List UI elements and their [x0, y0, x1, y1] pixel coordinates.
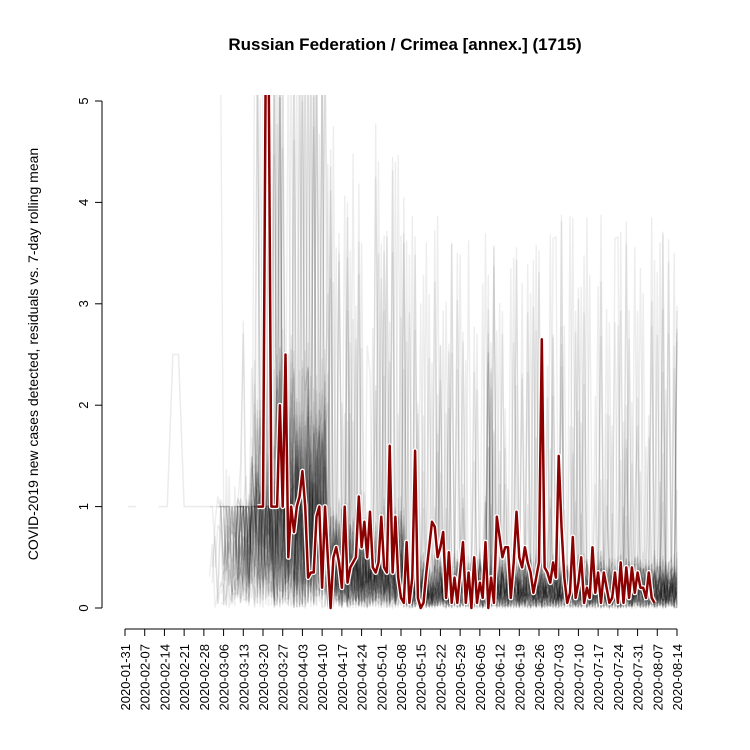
x-tick-label: 2020-05-22	[433, 644, 448, 711]
y-tick-label: 4	[76, 199, 91, 206]
y-tick-label: 1	[76, 503, 91, 510]
x-tick-label: 2020-03-06	[217, 644, 232, 711]
y-axis: 0 1 2 3 4 5	[76, 97, 103, 612]
x-tick-label: 2020-07-03	[552, 644, 567, 711]
x-tick-label: 2020-05-29	[453, 644, 468, 711]
x-tick-label: 2020-07-24	[611, 644, 626, 711]
x-tick-label: 2020-01-31	[118, 644, 133, 711]
y-tick-label: 3	[76, 300, 91, 307]
x-tick-label: 2020-07-31	[631, 644, 646, 711]
x-tick-label: 2020-05-01	[374, 644, 389, 711]
y-axis-label: COVID-2019 new cases detected, residuals…	[25, 148, 41, 560]
highlight-series	[257, 95, 657, 611]
x-tick-label: 2020-04-24	[355, 644, 370, 711]
x-tick-label: 2020-04-17	[335, 644, 350, 711]
y-tick-label: 5	[76, 97, 91, 104]
x-tick-label: 2020-03-13	[236, 644, 251, 711]
background-trace	[242, 164, 678, 608]
x-tick-label: 2020-06-12	[493, 644, 508, 711]
x-tick-label: 2020-02-14	[157, 644, 172, 711]
background-traces	[127, 95, 678, 611]
y-tick-label: 2	[76, 402, 91, 409]
x-tick-label: 2020-08-07	[650, 644, 665, 711]
y-tick-label: 0	[76, 604, 91, 611]
x-tick-label: 2020-08-14	[670, 644, 685, 711]
x-tick-label: 2020-05-15	[414, 644, 429, 711]
x-tick-label: 2020-05-08	[394, 644, 409, 711]
x-tick-label: 2020-07-17	[591, 644, 606, 711]
chart-title: Russian Federation / Crimea [annex.] (17…	[228, 35, 581, 54]
x-tick-label: 2020-02-07	[138, 644, 153, 711]
x-tick-label: 2020-06-05	[473, 644, 488, 711]
highlight-series-line	[257, 95, 656, 610]
x-tick-label: 2020-03-20	[256, 644, 271, 711]
x-tick-label: 2020-02-28	[197, 644, 212, 711]
x-tick-label: 2020-04-03	[295, 644, 310, 711]
background-trace	[158, 353, 266, 508]
x-tick-label: 2020-06-26	[532, 644, 547, 711]
x-tick-label: 2020-04-10	[315, 644, 330, 711]
x-tick-label: 2020-07-10	[571, 644, 586, 711]
x-tick-label: 2020-02-21	[177, 644, 192, 711]
x-tick-label: 2020-03-27	[276, 644, 291, 711]
x-tick-label: 2020-06-19	[512, 644, 527, 711]
x-axis: 2020-01-31 2020-02-07 2020-02-14 2020-02-21…	[118, 628, 685, 711]
